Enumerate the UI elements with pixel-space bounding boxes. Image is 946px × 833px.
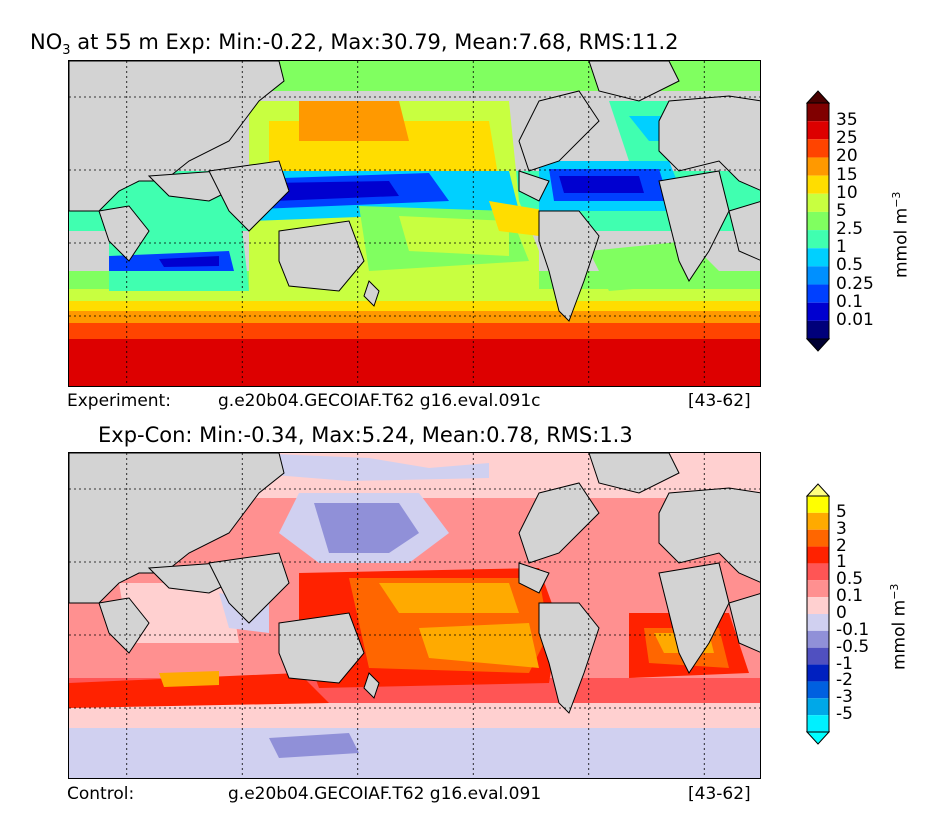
colorbar-tick-label: 1 — [836, 237, 847, 258]
colorbar-graphic — [806, 483, 830, 745]
colorbar-tick-label: 2.5 — [836, 219, 864, 240]
title-variable: NO — [30, 30, 63, 54]
colorbar-tick-label: 0 — [836, 603, 847, 623]
top-panel-title: NO3 at 55 m Exp: Min:-0.22, Max:30.79, M… — [30, 30, 679, 58]
unit-text: mmol m — [889, 599, 910, 670]
colorbar-tick-label: 15 — [836, 164, 858, 185]
colorbar-under-arrow — [806, 731, 830, 745]
colorbar-segment — [807, 563, 829, 581]
colorbar-tick-label: -0.1 — [836, 619, 870, 640]
colorbar-frame — [806, 495, 830, 733]
colorbar-segment — [807, 546, 829, 564]
experiment-map — [68, 60, 761, 387]
colorbar-tick-label: -0.5 — [836, 636, 870, 657]
control-caption-label: Control: — [67, 784, 135, 804]
colorbar-segment — [807, 320, 829, 339]
colorbar-segment — [807, 681, 829, 699]
colorbar-under-arrow — [806, 338, 830, 352]
colorbar-segment — [807, 512, 829, 530]
colorbar-segment — [807, 302, 829, 321]
colorbar-segment — [807, 580, 829, 598]
colorbar-segment — [807, 266, 829, 285]
colorbar-tick-label: 0.01 — [836, 309, 874, 330]
colorbar-over-arrow — [806, 90, 830, 104]
colorbar-tick-label: -1 — [836, 653, 853, 674]
colorbar-tick-label: -2 — [836, 670, 853, 691]
experiment-colorbar-unit: mmol m−3 — [890, 192, 912, 278]
unit-exponent: −3 — [890, 191, 903, 208]
colorbar-segment — [807, 121, 829, 140]
colorbar-segment — [807, 630, 829, 648]
colorbar-segment — [807, 211, 829, 231]
experiment-caption-years: [43-62] — [688, 391, 751, 411]
unit-text: mmol m — [891, 207, 912, 278]
title-stats: at 55 m Exp: Min:-0.22, Max:30.79, Mean:… — [70, 30, 679, 54]
colorbar-segment — [807, 715, 829, 732]
colorbar-tick-label: 10 — [836, 182, 858, 203]
colorbar-tick-label: 3 — [836, 518, 847, 539]
colorbar-tick-label: -3 — [836, 687, 853, 708]
experiment-caption-label: Experiment: — [67, 391, 171, 411]
colorbar-tick-label: 0.1 — [836, 586, 864, 607]
colorbar-tick-label: 20 — [836, 146, 858, 167]
colorbar-segment — [807, 230, 829, 249]
colorbar-tick-label: 0.25 — [836, 273, 874, 294]
colorbar-segment — [807, 175, 829, 194]
colorbar-tick-label: 5 — [836, 501, 847, 522]
colorbar-segment — [807, 284, 829, 303]
colorbar-segment — [807, 103, 829, 122]
bottom-panel-title: Exp-Con: Min:-0.34, Max:5.24, Mean:0.78,… — [98, 423, 633, 447]
colorbar-segment — [807, 647, 829, 665]
unit-exponent: −3 — [888, 583, 901, 600]
colorbar-segment — [807, 664, 829, 682]
colorbar-tick-label: 5 — [836, 200, 847, 221]
colorbar-tick-label: -5 — [836, 704, 853, 725]
experiment-caption-run: g.e20b04.GECOIAF.T62 g16.eval.091c — [218, 391, 541, 411]
colorbar-segment — [807, 496, 829, 513]
colorbar-frame — [806, 102, 830, 340]
colorbar-tick-label: 25 — [836, 128, 858, 149]
colorbar-tick-label: 1 — [836, 552, 847, 573]
colorbar-tick-label: 2 — [836, 535, 847, 556]
colorbar-over-arrow — [806, 483, 830, 497]
colorbar-segment — [807, 614, 829, 631]
control-caption-years: [43-62] — [688, 784, 751, 804]
control-caption-run: g.e20b04.GECOIAF.T62 g16.eval.091 — [228, 784, 542, 804]
colorbar-tick-label: 0.5 — [836, 569, 864, 590]
title-subscript: 3 — [62, 43, 71, 59]
colorbar-tick-label: 35 — [836, 110, 858, 131]
colorbar-segment — [807, 193, 829, 212]
colorbar-segment — [807, 157, 829, 176]
difference-colorbar-unit: mmol m−3 — [888, 584, 910, 670]
colorbar-segment — [807, 248, 829, 267]
colorbar-tick-label: 0.1 — [836, 291, 864, 312]
colorbar-segment — [807, 698, 829, 716]
difference-map — [68, 452, 761, 779]
colorbar-tick-label: 0.5 — [836, 255, 864, 276]
colorbar-graphic — [806, 90, 830, 352]
colorbar-segment — [807, 529, 829, 547]
colorbar-segment — [807, 597, 829, 614]
colorbar-segment — [807, 139, 829, 158]
